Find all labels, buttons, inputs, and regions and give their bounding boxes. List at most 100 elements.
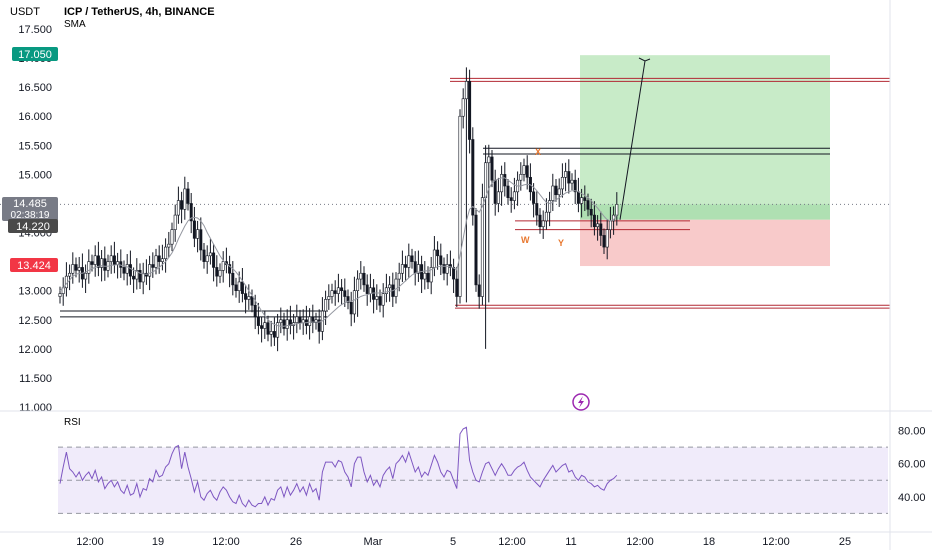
candle-body — [180, 200, 184, 210]
candle-body — [404, 264, 408, 268]
currency-label: USDT — [10, 6, 40, 18]
candle-body — [151, 264, 155, 268]
candle-body — [340, 287, 344, 291]
candle-body — [282, 319, 286, 329]
candle-body — [436, 249, 440, 257]
candle-body — [128, 264, 132, 277]
candle-body — [445, 264, 449, 274]
candle-body — [263, 322, 267, 329]
candle-body — [58, 293, 62, 297]
candle-body — [240, 281, 244, 294]
candle-body — [535, 203, 539, 216]
candle-body — [90, 261, 94, 265]
candle-body — [346, 296, 350, 303]
candle-body — [285, 319, 289, 329]
projection-arrow-line — [619, 60, 646, 220]
candle-body — [279, 319, 283, 323]
candle-body — [256, 316, 260, 326]
candle-body — [84, 272, 88, 280]
candle-body — [452, 267, 456, 280]
candle-body — [93, 255, 97, 265]
candle-body — [125, 264, 129, 274]
candle-body — [480, 197, 484, 297]
current-price-text: 14.485 — [13, 198, 47, 210]
candle-body — [170, 229, 174, 245]
candle-body — [186, 188, 190, 204]
time-tick-label: 12:00 — [76, 536, 104, 548]
candle-body — [400, 264, 404, 274]
lightning-icon[interactable] — [572, 393, 590, 411]
candle-body — [288, 319, 292, 326]
candle-body — [548, 200, 552, 213]
indicator-label[interactable]: SMA — [64, 19, 86, 30]
candle-body — [509, 197, 513, 201]
rsi-pane: 40.00 60.00 80.00 — [58, 426, 926, 514]
candle-body — [464, 81, 468, 100]
candle-body — [112, 255, 116, 265]
candle-body — [471, 139, 475, 216]
candle-body — [298, 316, 302, 323]
entry-price-badge: 14.220 — [8, 219, 58, 233]
rsi-line — [59, 426, 618, 508]
candle-body — [416, 264, 420, 274]
candle-body — [368, 287, 372, 294]
time-tick-label: 12:00 — [498, 536, 526, 548]
candle-body — [356, 278, 360, 291]
candle-body — [330, 290, 334, 297]
time-tick-label: 11 — [565, 536, 576, 548]
candle-body — [196, 229, 200, 239]
candle-body — [336, 287, 340, 294]
candle-body — [381, 293, 385, 306]
price-tick-label: 12.000 — [18, 344, 52, 356]
symbol-title[interactable]: ICP / TetherUS, 4h, BINANCE — [64, 6, 215, 18]
candle-body — [580, 197, 584, 204]
candle-body — [522, 165, 526, 175]
candle-body — [324, 299, 328, 312]
candle-body — [413, 261, 417, 274]
target-price-text: 17.050 — [18, 49, 52, 61]
profit-zone — [580, 55, 830, 220]
candle-body — [500, 174, 504, 193]
wave-label-y: Y — [558, 238, 564, 248]
time-tick-label: 25 — [839, 536, 851, 548]
candle-body — [173, 214, 177, 230]
candle-body — [96, 255, 100, 268]
candle-body — [269, 331, 273, 335]
candle-body — [247, 296, 251, 300]
target-price-badge: 17.050 — [12, 47, 58, 61]
candle-body — [599, 223, 603, 236]
candle-body — [71, 264, 75, 274]
candle-body — [276, 322, 280, 338]
candle-body — [349, 302, 353, 315]
price-tick-label: 13.000 — [18, 286, 52, 298]
time-tick-label: 19 — [152, 536, 164, 548]
candle-body — [557, 188, 561, 196]
candle-body — [487, 156, 491, 164]
time-tick-label: 18 — [703, 536, 715, 548]
candle-body — [352, 290, 356, 315]
candle-body — [410, 255, 414, 262]
time-axis[interactable]: 12:00 19 12:00 26 Mar 5 12:00 11 12:00 18 12:00 25 — [76, 536, 851, 548]
candle-body — [576, 191, 580, 204]
candle-body — [448, 264, 452, 268]
candle-body — [532, 191, 536, 204]
candle-body — [244, 293, 248, 300]
entry-price-text: 14.220 — [16, 221, 50, 233]
candle-body — [135, 270, 139, 280]
candle-body — [423, 272, 427, 280]
candle-body — [442, 264, 446, 274]
rsi-label[interactable]: RSI — [64, 417, 81, 428]
candle-body — [237, 281, 241, 291]
time-tick-label: 12:00 — [762, 536, 790, 548]
candle-body — [573, 179, 577, 193]
candle-body — [596, 223, 600, 228]
stop-price-text: 13.424 — [17, 260, 51, 272]
wave-label-w: W — [521, 235, 530, 245]
candle-body — [615, 204, 619, 216]
candle-body — [327, 296, 331, 300]
stop-price-badge: 13.424 — [10, 258, 58, 272]
annotations — [619, 57, 651, 220]
candle-body — [333, 290, 337, 294]
